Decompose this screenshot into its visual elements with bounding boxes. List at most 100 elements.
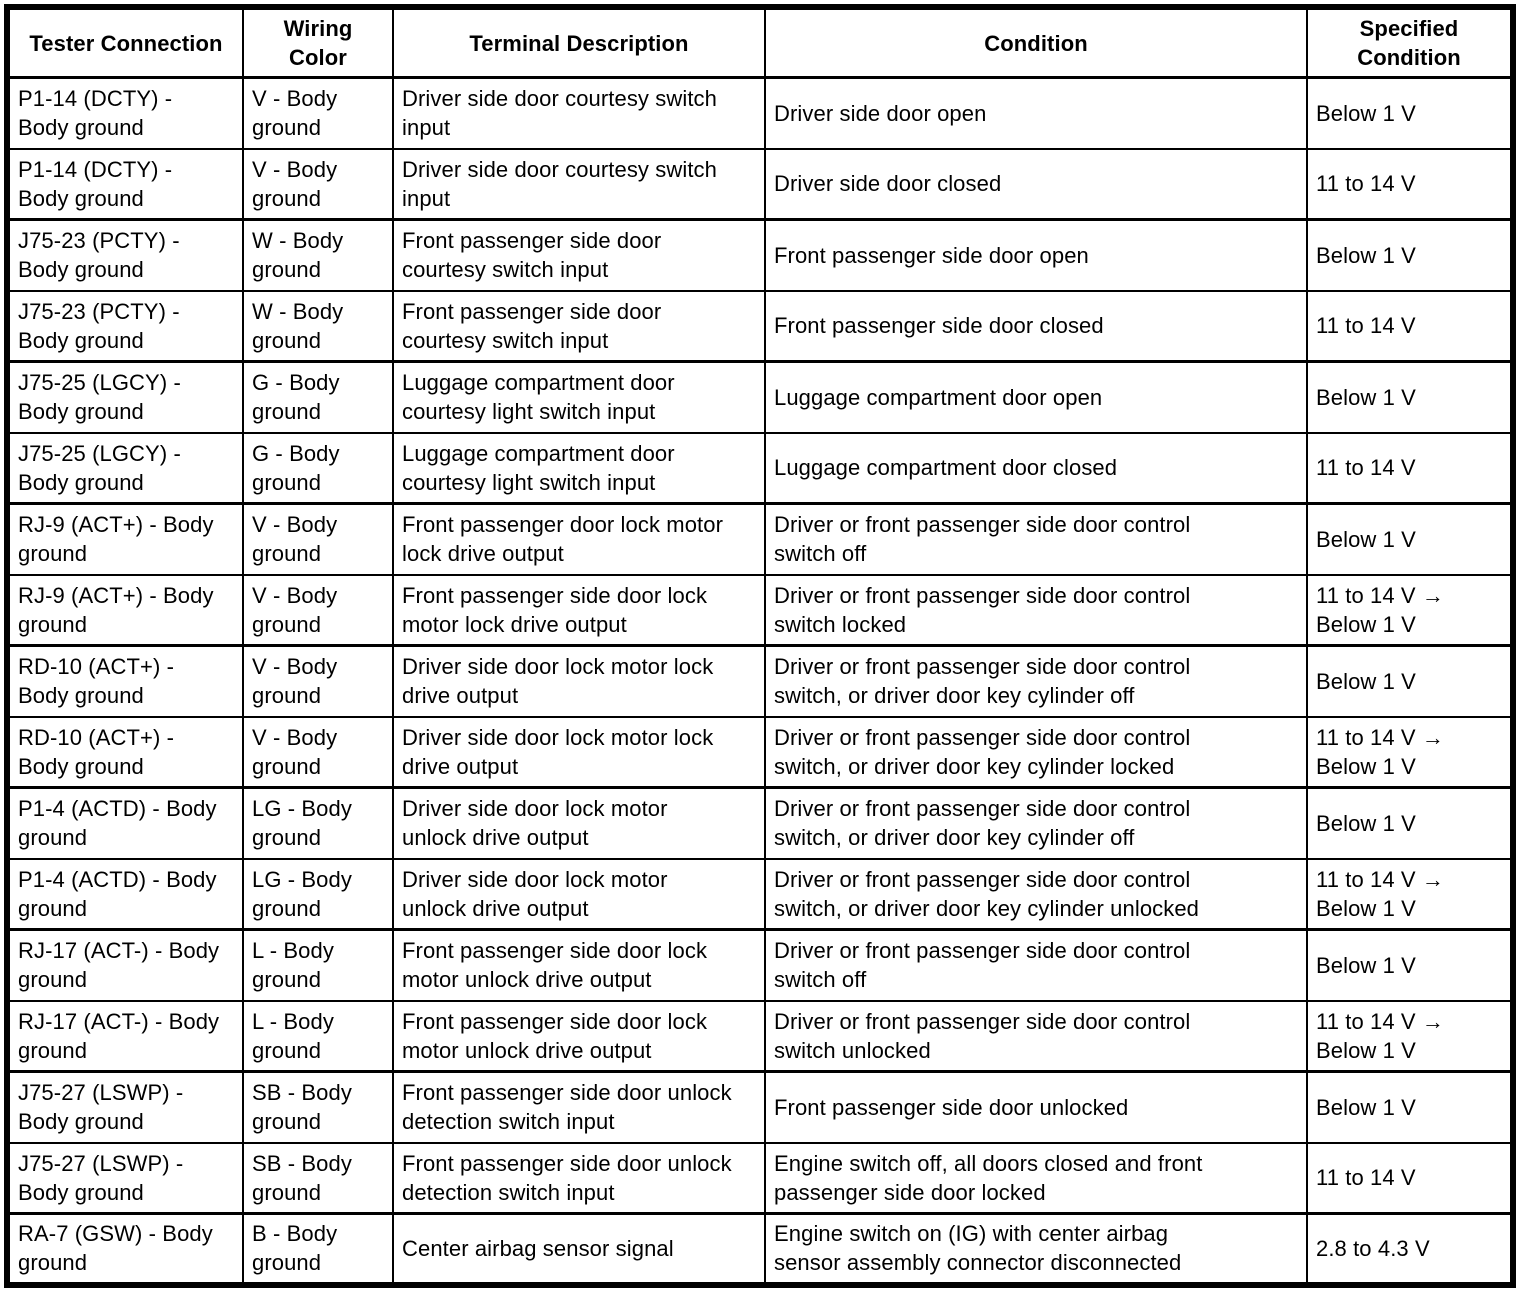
cell-tester-connection: RA-7 (GSW) - Body ground	[6, 1212, 244, 1286]
cell-terminal-description: Front passenger side door unlock detecti…	[392, 1070, 766, 1144]
cell-specified-condition: Below 1 V	[1306, 644, 1514, 718]
cell-specified-condition: 11 to 14 V	[1306, 1141, 1514, 1215]
cell-wiring-color: V - Body ground	[242, 502, 394, 576]
table-row: J75-27 (LSWP) - Body ground SB - Body gr…	[6, 1141, 1514, 1215]
cell-tester-connection: P1-14 (DCTY) - Body ground	[6, 147, 244, 221]
cell-specified-condition: Below 1 V	[1306, 928, 1514, 1002]
cell-terminal-description: Luggage compartment door courtesy light …	[392, 431, 766, 505]
cell-terminal-description: Driver side door lock motor lock drive o…	[392, 715, 766, 789]
cell-tester-connection: J75-27 (LSWP) - Body ground	[6, 1070, 244, 1144]
cell-specified-condition: Below 1 V	[1306, 502, 1514, 576]
cell-tester-connection: J75-23 (PCTY) - Body ground	[6, 289, 244, 363]
cell-condition: Driver or front passenger side door cont…	[764, 928, 1308, 1002]
cell-specified-condition: 11 to 14 V → Below 1 V	[1306, 857, 1514, 931]
cell-condition: Driver or front passenger side door cont…	[764, 999, 1308, 1073]
cell-specified-condition: 11 to 14 V	[1306, 147, 1514, 221]
cell-condition: Engine switch on (IG) with center airbag…	[764, 1212, 1308, 1286]
table-row: P1-4 (ACTD) - Body ground LG - Body grou…	[6, 786, 1514, 860]
cell-terminal-description: Front passenger side door courtesy switc…	[392, 218, 766, 292]
cell-wiring-color: V - Body ground	[242, 147, 394, 221]
cell-wiring-color: SB - Body ground	[242, 1141, 394, 1215]
cell-terminal-description: Front passenger side door lock motor unl…	[392, 999, 766, 1073]
cell-wiring-color: LG - Body ground	[242, 857, 394, 931]
cell-condition: Driver or front passenger side door cont…	[764, 573, 1308, 647]
table-row: RA-7 (GSW) - Body ground B - Body ground…	[6, 1212, 1514, 1286]
cell-condition: Driver or front passenger side door cont…	[764, 502, 1308, 576]
cell-specified-condition: 11 to 14 V → Below 1 V	[1306, 999, 1514, 1073]
cell-condition: Luggage compartment door open	[764, 360, 1308, 434]
table-row: RJ-17 (ACT-) - Body ground L - Body grou…	[6, 928, 1514, 1002]
cell-terminal-description: Front passenger side door courtesy switc…	[392, 289, 766, 363]
cell-condition: Engine switch off, all doors closed and …	[764, 1141, 1308, 1215]
cell-specified-condition: 11 to 14 V	[1306, 431, 1514, 505]
cell-wiring-color: V - Body ground	[242, 715, 394, 789]
cell-specified-condition: 11 to 14 V → Below 1 V	[1306, 573, 1514, 647]
cell-specified-condition: 2.8 to 4.3 V	[1306, 1212, 1514, 1286]
table-row: RD-10 (ACT+) - Body ground V - Body grou…	[6, 644, 1514, 718]
table-header-row: Tester Connection Wiring Color Terminal …	[6, 6, 1514, 79]
cell-tester-connection: RD-10 (ACT+) - Body ground	[6, 644, 244, 718]
table-row: P1-14 (DCTY) - Body ground V - Body grou…	[6, 147, 1514, 221]
cell-terminal-description: Driver side door courtesy switch input	[392, 147, 766, 221]
cell-wiring-color: V - Body ground	[242, 644, 394, 718]
cell-condition: Luggage compartment door closed	[764, 431, 1308, 505]
cell-tester-connection: RJ-17 (ACT-) - Body ground	[6, 928, 244, 1002]
cell-terminal-description: Driver side door lock motor unlock drive…	[392, 786, 766, 860]
cell-wiring-color: G - Body ground	[242, 431, 394, 505]
cell-terminal-description: Front passenger side door unlock detecti…	[392, 1141, 766, 1215]
table-row: RJ-17 (ACT-) - Body ground L - Body grou…	[6, 999, 1514, 1073]
cell-condition: Front passenger side door open	[764, 218, 1308, 292]
cell-tester-connection: RJ-17 (ACT-) - Body ground	[6, 999, 244, 1073]
cell-condition: Front passenger side door closed	[764, 289, 1308, 363]
tester-connection-table: Tester Connection Wiring Color Terminal …	[4, 4, 1516, 1288]
cell-wiring-color: L - Body ground	[242, 928, 394, 1002]
cell-condition: Driver or front passenger side door cont…	[764, 715, 1308, 789]
cell-condition: Driver or front passenger side door cont…	[764, 786, 1308, 860]
cell-terminal-description: Center airbag sensor signal	[392, 1212, 766, 1286]
cell-wiring-color: V - Body ground	[242, 573, 394, 647]
table-row: J75-25 (LGCY) - Body ground G - Body gro…	[6, 360, 1514, 434]
cell-tester-connection: J75-25 (LGCY) - Body ground	[6, 360, 244, 434]
cell-terminal-description: Front passenger door lock motor lock dri…	[392, 502, 766, 576]
table-row: J75-23 (PCTY) - Body ground W - Body gro…	[6, 218, 1514, 292]
cell-terminal-description: Front passenger side door lock motor unl…	[392, 928, 766, 1002]
cell-condition: Driver side door open	[764, 76, 1308, 150]
table-body: P1-14 (DCTY) - Body ground V - Body grou…	[6, 76, 1514, 1286]
cell-tester-connection: RJ-9 (ACT+) - Body ground	[6, 502, 244, 576]
column-header-tester-connection: Tester Connection	[6, 6, 244, 79]
cell-condition: Driver side door closed	[764, 147, 1308, 221]
cell-specified-condition: Below 1 V	[1306, 76, 1514, 150]
table-row: J75-25 (LGCY) - Body ground G - Body gro…	[6, 431, 1514, 505]
cell-terminal-description: Front passenger side door lock motor loc…	[392, 573, 766, 647]
cell-terminal-description: Driver side door courtesy switch input	[392, 76, 766, 150]
cell-wiring-color: L - Body ground	[242, 999, 394, 1073]
cell-wiring-color: W - Body ground	[242, 218, 394, 292]
table-header: Tester Connection Wiring Color Terminal …	[6, 6, 1514, 79]
table-row: P1-4 (ACTD) - Body ground LG - Body grou…	[6, 857, 1514, 931]
table-row: RD-10 (ACT+) - Body ground V - Body grou…	[6, 715, 1514, 789]
cell-tester-connection: RD-10 (ACT+) - Body ground	[6, 715, 244, 789]
table-row: P1-14 (DCTY) - Body ground V - Body grou…	[6, 76, 1514, 150]
cell-condition: Driver or front passenger side door cont…	[764, 857, 1308, 931]
cell-specified-condition: Below 1 V	[1306, 786, 1514, 860]
cell-specified-condition: 11 to 14 V → Below 1 V	[1306, 715, 1514, 789]
cell-wiring-color: SB - Body ground	[242, 1070, 394, 1144]
cell-specified-condition: Below 1 V	[1306, 1070, 1514, 1144]
cell-tester-connection: J75-25 (LGCY) - Body ground	[6, 431, 244, 505]
cell-wiring-color: G - Body ground	[242, 360, 394, 434]
cell-terminal-description: Luggage compartment door courtesy light …	[392, 360, 766, 434]
cell-wiring-color: B - Body ground	[242, 1212, 394, 1286]
column-header-condition: Condition	[764, 6, 1308, 79]
table-row: J75-23 (PCTY) - Body ground W - Body gro…	[6, 289, 1514, 363]
cell-tester-connection: J75-23 (PCTY) - Body ground	[6, 218, 244, 292]
cell-tester-connection: J75-27 (LSWP) - Body ground	[6, 1141, 244, 1215]
table-row: RJ-9 (ACT+) - Body ground V - Body groun…	[6, 502, 1514, 576]
cell-terminal-description: Driver side door lock motor lock drive o…	[392, 644, 766, 718]
cell-tester-connection: P1-4 (ACTD) - Body ground	[6, 857, 244, 931]
cell-condition: Driver or front passenger side door cont…	[764, 644, 1308, 718]
column-header-wiring-color: Wiring Color	[242, 6, 394, 79]
column-header-terminal-description: Terminal Description	[392, 6, 766, 79]
table-row: J75-27 (LSWP) - Body ground SB - Body gr…	[6, 1070, 1514, 1144]
table-row: RJ-9 (ACT+) - Body ground V - Body groun…	[6, 573, 1514, 647]
